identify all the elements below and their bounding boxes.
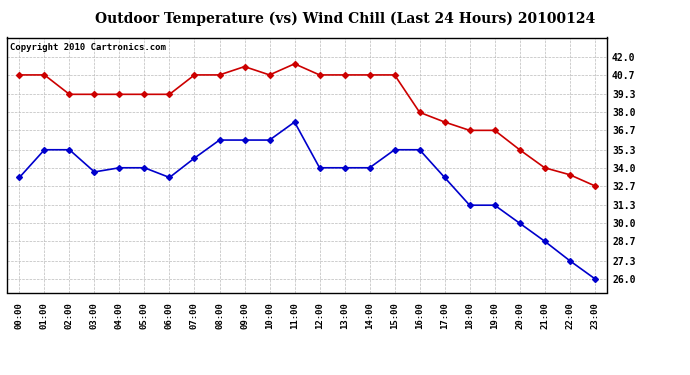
Text: Copyright 2010 Cartronics.com: Copyright 2010 Cartronics.com	[10, 43, 166, 52]
Text: Outdoor Temperature (vs) Wind Chill (Last 24 Hours) 20100124: Outdoor Temperature (vs) Wind Chill (Las…	[95, 11, 595, 26]
